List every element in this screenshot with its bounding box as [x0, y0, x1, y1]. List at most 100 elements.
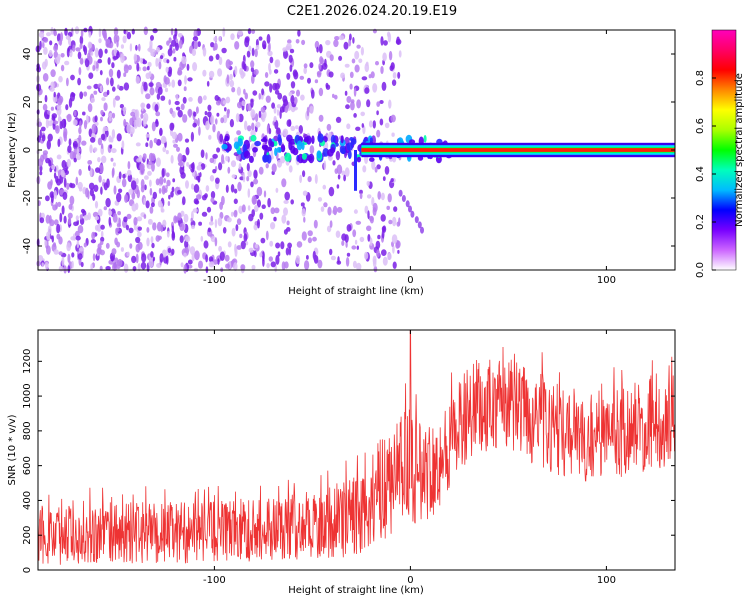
noise-speck — [213, 36, 218, 42]
noise-speck — [230, 184, 235, 193]
noise-speck — [267, 197, 271, 208]
noise-speck — [364, 87, 370, 94]
noise-speck — [46, 32, 51, 37]
noise-speck — [190, 224, 196, 230]
noise-speck — [123, 82, 130, 91]
y-tick-label: 800 — [22, 421, 33, 440]
noise-speck — [301, 39, 306, 46]
noise-speck — [136, 216, 143, 222]
noise-speck — [65, 104, 69, 111]
noise-speck — [175, 93, 179, 101]
noise-speck — [368, 120, 373, 128]
noise-speck — [208, 261, 215, 268]
noise-speck — [182, 96, 187, 104]
noise-speck — [198, 221, 203, 226]
noise-speck — [237, 101, 242, 109]
noise-speck — [129, 117, 134, 126]
noise-speck — [147, 61, 152, 68]
noise-speck — [177, 212, 182, 221]
noise-speck — [41, 134, 46, 142]
carrier-band — [361, 148, 675, 152]
noise-speck — [136, 62, 140, 72]
noise-speck — [182, 114, 188, 123]
noise-speck — [112, 86, 116, 92]
noise-speck — [112, 212, 118, 223]
x-tick-label: -100 — [203, 575, 226, 586]
noise-speck — [329, 220, 333, 228]
y-tick-label: 200 — [22, 526, 33, 545]
noise-speck — [191, 253, 195, 262]
noise-speck — [266, 33, 271, 44]
noise-speck — [362, 165, 367, 173]
noise-speck — [99, 240, 104, 245]
noise-speck — [284, 106, 289, 113]
noise-speck — [109, 144, 113, 149]
noise-speck — [354, 64, 360, 73]
noise-speck — [306, 255, 309, 260]
noise-speck — [141, 253, 147, 263]
x-tick-label: 100 — [597, 575, 616, 586]
noise-speck — [42, 152, 48, 160]
noise-speck — [268, 68, 272, 75]
noise-speck — [236, 86, 241, 96]
noise-speck — [288, 246, 292, 256]
noise-speck — [356, 245, 359, 250]
noise-speck — [217, 68, 223, 77]
spectrogram-marks — [35, 25, 675, 274]
noise-speck — [50, 26, 54, 35]
noise-speck — [275, 242, 281, 249]
noise-speck — [209, 157, 215, 164]
noise-speck — [171, 248, 175, 255]
noise-speck — [345, 104, 350, 110]
noise-speck — [269, 56, 274, 64]
noise-speck — [366, 99, 371, 108]
noise-speck — [322, 184, 327, 190]
noise-speck — [77, 225, 84, 234]
noise-speck — [51, 164, 56, 170]
noise-speck — [328, 154, 333, 161]
noise-speck — [79, 35, 84, 45]
noise-speck — [68, 203, 73, 210]
spectrogram-y-label: Frequency (Hz) — [7, 112, 18, 188]
noise-speck — [101, 155, 107, 164]
noise-speck — [356, 99, 361, 109]
noise-speck — [253, 69, 259, 75]
noise-speck — [333, 39, 339, 48]
noise-speck — [388, 99, 392, 109]
carrier-blob — [276, 147, 282, 153]
noise-speck — [67, 145, 72, 154]
noise-speck — [344, 234, 349, 243]
noise-speck — [216, 147, 221, 153]
noise-speck — [164, 77, 170, 85]
noise-speck — [192, 208, 198, 213]
noise-speck — [47, 133, 53, 142]
noise-speck — [45, 195, 50, 202]
noise-speck — [302, 170, 306, 178]
noise-speck — [233, 210, 238, 218]
noise-speck — [261, 113, 266, 123]
carrier-blob — [308, 153, 315, 164]
noise-speck — [187, 77, 193, 82]
noise-speck — [330, 255, 336, 261]
noise-speck — [100, 116, 103, 122]
noise-speck — [196, 165, 202, 171]
noise-speck — [195, 175, 200, 181]
noise-speck — [290, 94, 295, 105]
noise-speck — [66, 47, 70, 58]
noise-speck — [366, 225, 372, 232]
noise-speck — [368, 215, 374, 222]
noise-speck — [376, 129, 381, 138]
colorbar-label: Normalized spectral amplitude — [734, 73, 745, 227]
noise-speck — [287, 242, 292, 249]
noise-speck — [86, 85, 92, 90]
noise-speck — [374, 166, 378, 173]
noise-speck — [75, 215, 79, 221]
noise-speck — [318, 63, 322, 71]
noise-speck — [376, 164, 381, 170]
noise-speck — [275, 254, 280, 265]
noise-speck — [135, 253, 139, 264]
noise-speck — [175, 106, 181, 111]
noise-speck — [44, 239, 47, 247]
noise-speck — [252, 90, 258, 96]
noise-speck — [314, 79, 319, 84]
